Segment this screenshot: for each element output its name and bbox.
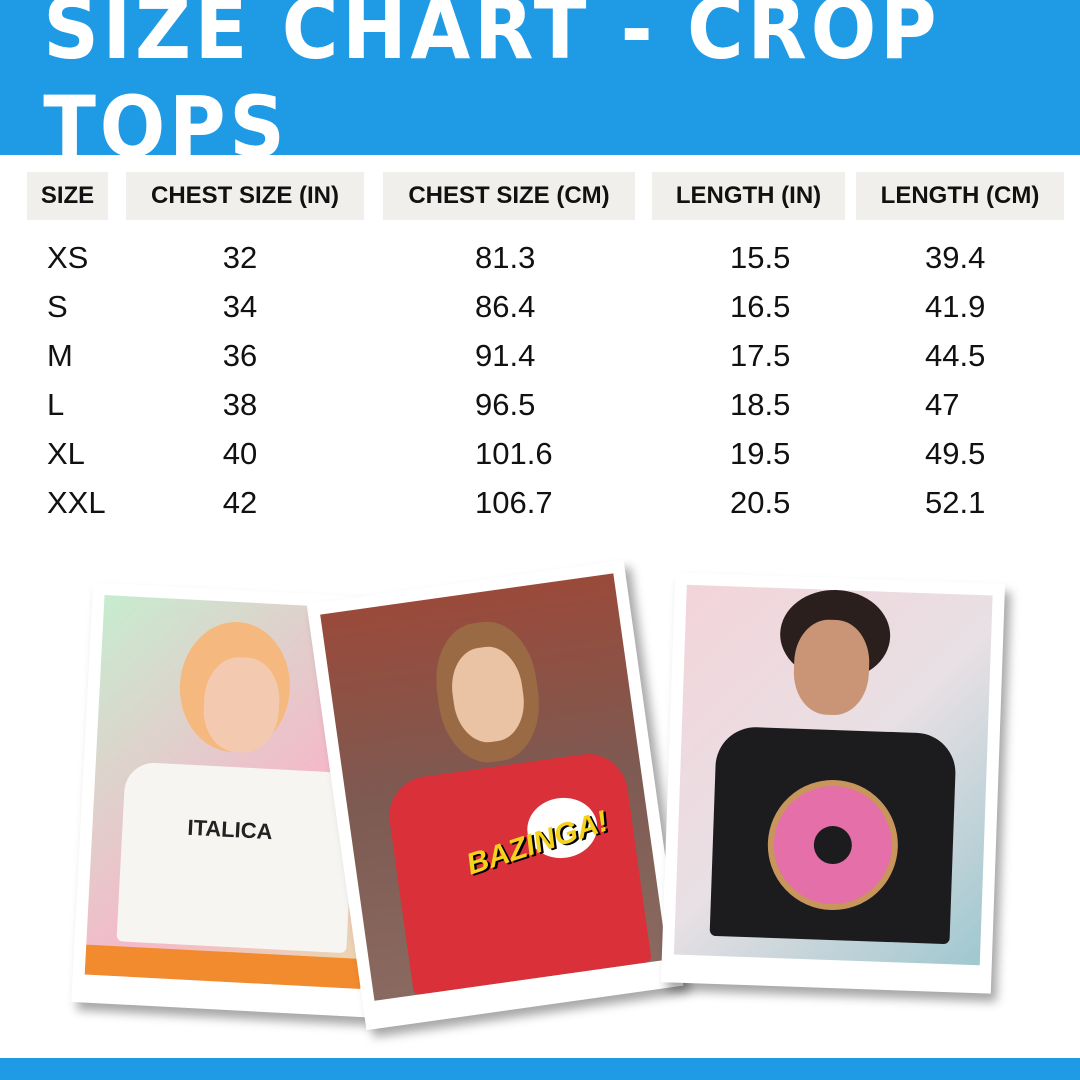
photo-model-red-top: BAZINGA! xyxy=(306,559,684,1031)
table-cell: 38 xyxy=(222,387,258,422)
table-cell: 52.1 xyxy=(925,485,986,520)
bottom-bar xyxy=(0,1058,1080,1080)
page-title: SIZE CHART - CROP TOPS xyxy=(43,0,941,176)
column-header: LENGTH (IN) xyxy=(652,172,845,220)
table-cell: 17.5 xyxy=(730,338,791,373)
shirt-print-text: ITALICA xyxy=(186,814,274,845)
table-cell: XXL xyxy=(47,485,106,520)
table-cell: 41.9 xyxy=(925,289,986,324)
table-cell: 16.5 xyxy=(730,289,791,324)
table-cell: M xyxy=(47,338,73,373)
column-header: CHEST SIZE (CM) xyxy=(383,172,635,220)
table-cell: L xyxy=(47,387,65,422)
table-cell: 36 xyxy=(222,338,258,373)
table-cell: 20.5 xyxy=(730,485,791,520)
table-cell: S xyxy=(47,289,68,324)
table-cell: 15.5 xyxy=(730,240,791,275)
table-cell: 42 xyxy=(222,485,258,520)
table-cell: 32 xyxy=(222,240,258,275)
title-banner: SIZE CHART - CROP TOPS xyxy=(0,0,1080,176)
table-cell: 44.5 xyxy=(925,338,986,373)
table-cell: 96.5 xyxy=(475,387,536,422)
table-cell: 39.4 xyxy=(925,240,986,275)
table-cell: 19.5 xyxy=(730,436,791,471)
table-cell: XS xyxy=(47,240,89,275)
column-header: SIZE xyxy=(27,172,108,220)
table-cell: XL xyxy=(47,436,85,471)
table-cell: 47 xyxy=(925,387,960,422)
table-cell: 81.3 xyxy=(475,240,536,275)
table-cell: 91.4 xyxy=(475,338,536,373)
table-cell: 18.5 xyxy=(730,387,791,422)
table-cell: 106.7 xyxy=(475,485,553,520)
photo-model-black-top xyxy=(660,572,1006,994)
table-cell: 34 xyxy=(222,289,258,324)
table-cell: 86.4 xyxy=(475,289,536,324)
white-crop-top xyxy=(116,761,356,954)
table-cell: 49.5 xyxy=(925,436,986,471)
table-cell: 101.6 xyxy=(475,436,553,471)
column-header: LENGTH (CM) xyxy=(856,172,1064,220)
column-header: CHEST SIZE (IN) xyxy=(126,172,364,220)
table-cell: 40 xyxy=(222,436,258,471)
red-crop-top xyxy=(384,748,652,996)
